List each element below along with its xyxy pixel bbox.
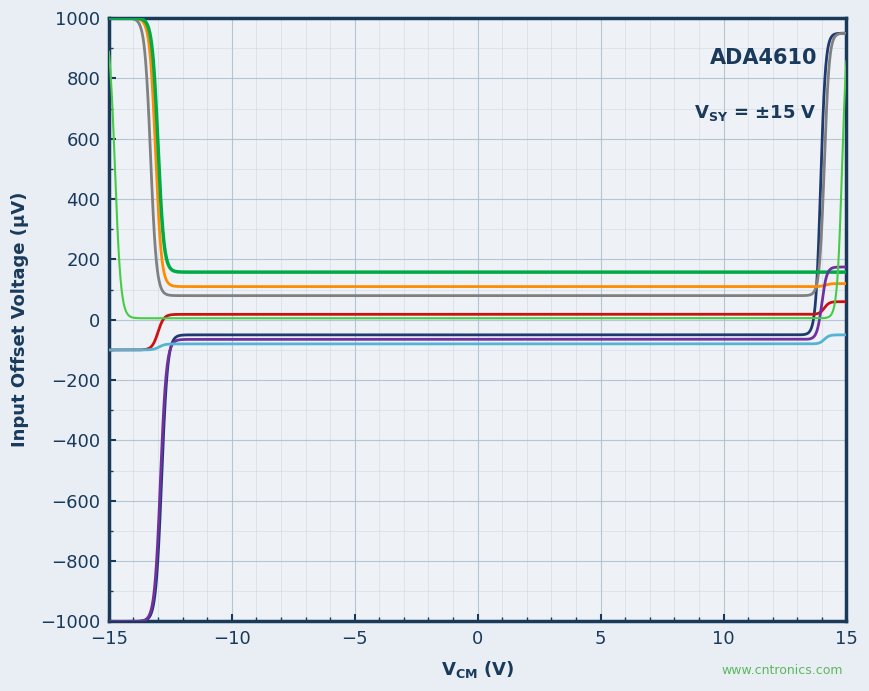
Text: www.cntronics.com: www.cntronics.com (721, 664, 843, 677)
Y-axis label: Input Offset Voltage (µV): Input Offset Voltage (µV) (11, 192, 29, 448)
X-axis label: $\mathbf{V_{CM}}$ (V): $\mathbf{V_{CM}}$ (V) (441, 659, 514, 680)
Text: $\mathbf{V_{SY}}$ = ±15 V: $\mathbf{V_{SY}}$ = ±15 V (694, 102, 817, 122)
Text: ADA4610: ADA4610 (709, 48, 817, 68)
